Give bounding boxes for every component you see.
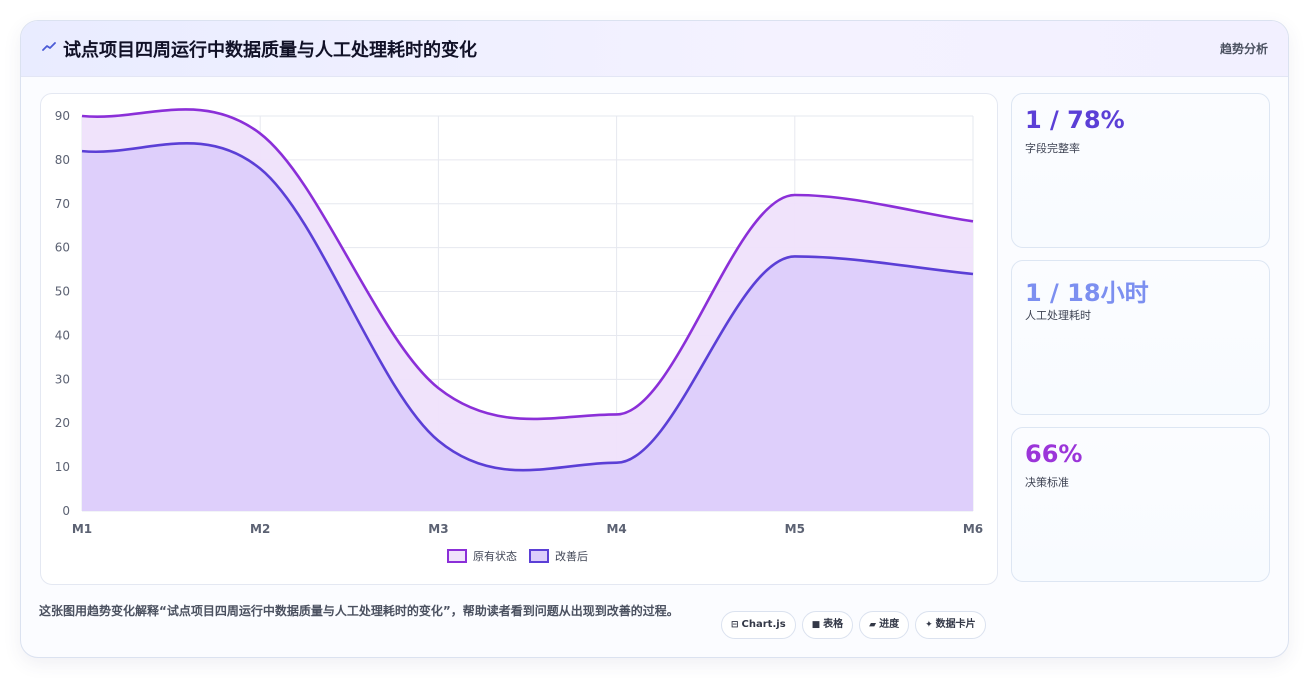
card-header: 试点项目四周运行中数据质量与人工处理耗时的变化 趋势分析 (21, 21, 1288, 77)
y-tick-label: 40 (55, 328, 70, 342)
tech-chips: ⊟ Chart.js ■ 表格 ▰ 进度 ✦ 数据卡片 (721, 611, 992, 639)
y-tick-label: 10 (55, 460, 70, 474)
chip-label: 数据卡片 (935, 619, 976, 630)
series-line-0 (81, 108, 974, 421)
chart-card: 试点项目四周运行中数据质量与人工处理耗时的变化 趋势分析 0 10 20 30 40 50… (20, 20, 1289, 658)
sparkle-icon: ✦ (925, 620, 933, 630)
stat-value: 66% (1025, 440, 1083, 468)
progress-icon: ▰ (869, 620, 877, 630)
stat-label: 人工处理耗时 (1025, 309, 1091, 322)
y-tick-label: 60 (55, 241, 70, 255)
y-tick-label: 90 (55, 109, 70, 123)
x-tick-label: M1 (72, 522, 92, 536)
chip-data-cards[interactable]: ✦ 数据卡片 (915, 611, 986, 639)
x-tick-label: M2 (250, 522, 270, 536)
stat-value: 1 / 18小时 (1025, 279, 1149, 307)
y-tick-label: 70 (55, 197, 70, 211)
stat-card-manual-time: 1 / 18小时 人工处理耗时 (1011, 260, 1270, 415)
legend-swatch-1 (529, 549, 549, 563)
trend-analysis-link[interactable]: 趋势分析 (1219, 42, 1268, 56)
y-tick-label: 80 (55, 153, 70, 167)
y-tick-label: 20 (55, 416, 70, 430)
chart-panel: 0 10 20 30 40 50 60 70 80 90 M1 M2 M3 M4 M5 M6 原有状态 改善后 (40, 93, 998, 585)
legend-label-0: 原有状态 (473, 549, 517, 563)
series-area-1 (82, 143, 973, 511)
chip-label: 表格 (823, 619, 844, 630)
legend-swatch-0 (447, 549, 467, 563)
area-chart: 0 10 20 30 40 50 60 70 80 90 M1 M2 M3 M4 M5 M6 原有状态 改善后 (55, 108, 983, 563)
chip-table[interactable]: ■ 表格 (801, 611, 854, 639)
stat-card-completeness: 1 / 78% 字段完整率 (1011, 93, 1270, 248)
stat-label: 决策标准 (1025, 476, 1069, 489)
x-tick-label: M5 (785, 522, 805, 536)
x-tick-label: M4 (606, 522, 626, 536)
y-tick-label: 0 (62, 504, 70, 518)
chip-label: Chart.js (741, 619, 786, 630)
stat-card-decision: 66% 决策标准 (1011, 427, 1270, 582)
trend-line-icon (42, 42, 56, 51)
chart-description: 这张图用趋势变化解释“试点项目四周运行中数据质量与人工处理耗时的变化”，帮助读者… (39, 604, 679, 618)
stat-label: 字段完整率 (1025, 142, 1080, 155)
stat-value: 1 / 78% (1025, 106, 1125, 134)
chip-progress[interactable]: ▰ 进度 (859, 611, 910, 639)
chip-label: 进度 (879, 619, 900, 630)
page-title: 试点项目四周运行中数据质量与人工处理耗时的变化 (63, 40, 477, 61)
x-tick-label: M3 (428, 522, 448, 536)
y-tick-label: 30 (55, 372, 70, 386)
y-tick-label: 50 (55, 285, 70, 299)
chip-chartjs[interactable]: ⊟ Chart.js (721, 611, 796, 639)
series-line-1 (81, 142, 974, 472)
table-icon: ■ (811, 620, 821, 630)
x-tick-label: M6 (963, 522, 983, 536)
chart-icon: ⊟ (731, 620, 739, 630)
legend-label-1: 改善后 (555, 549, 588, 563)
